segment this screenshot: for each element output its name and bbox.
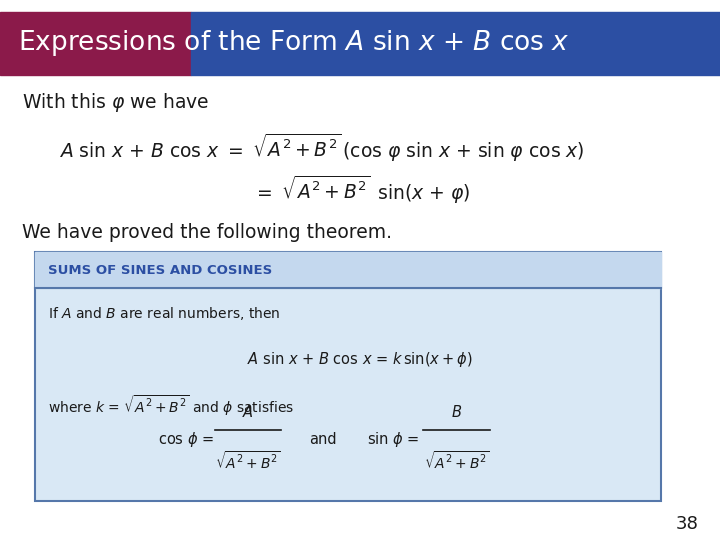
Text: and: and	[310, 431, 337, 447]
Text: We have proved the following theorem.: We have proved the following theorem.	[22, 222, 392, 242]
Bar	[35, 252, 661, 288]
Text: If $\mathit{A}$ and $\mathit{B}$ are real numbers, then: If $\mathit{A}$ and $\mathit{B}$ are rea…	[48, 305, 280, 322]
Text: sin $\phi$ =: sin $\phi$ =	[367, 429, 420, 449]
Text: $\sqrt{A^2 + B^2}$: $\sqrt{A^2 + B^2}$	[423, 451, 490, 473]
Text: $\mathit{A}$: $\mathit{A}$	[242, 404, 253, 420]
FancyBboxPatch shape	[35, 252, 661, 501]
Bar	[191, 12, 720, 75]
Text: $\mathit{A}$ sin $\mathit{x}$ + $\mathit{B}$ cos $\mathit{x}$ $=$ $\sqrt{A^2+B^2: $\mathit{A}$ sin $\mathit{x}$ + $\mathit…	[59, 132, 585, 164]
Text: $\mathit{B}$: $\mathit{B}$	[451, 404, 462, 420]
Text: cos $\phi$ =: cos $\phi$ =	[158, 429, 215, 449]
Text: $\mathit{A}$ sin $\mathit{x}$ + $\mathit{B}$ cos $\mathit{x}$ = $\mathit{k}\,\ma: $\mathit{A}$ sin $\mathit{x}$ + $\mathit…	[247, 350, 473, 369]
Text: 38: 38	[675, 515, 698, 533]
Text: where $\mathit{k}$ = $\sqrt{A^2+B^2}$ and $\phi$ satisfies: where $\mathit{k}$ = $\sqrt{A^2+B^2}$ an…	[48, 393, 294, 418]
Text: Expressions of the Form $\mathit{A}$ sin $\mathit{x}$ + $\mathit{B}$ cos $\mathi: Expressions of the Form $\mathit{A}$ sin…	[18, 29, 570, 58]
Text: $\sqrt{A^2 + B^2}$: $\sqrt{A^2 + B^2}$	[215, 451, 281, 473]
Text: With this $\varphi$ we have: With this $\varphi$ we have	[22, 91, 209, 114]
Text: $=$ $\sqrt{A^2+B^2}\,$ sin($\mathit{x}$ + $\varphi$): $=$ $\sqrt{A^2+B^2}\,$ sin($\mathit{x}$ …	[253, 174, 471, 206]
Text: SUMS OF SINES AND COSINES: SUMS OF SINES AND COSINES	[48, 264, 271, 276]
Bar	[0, 12, 191, 75]
